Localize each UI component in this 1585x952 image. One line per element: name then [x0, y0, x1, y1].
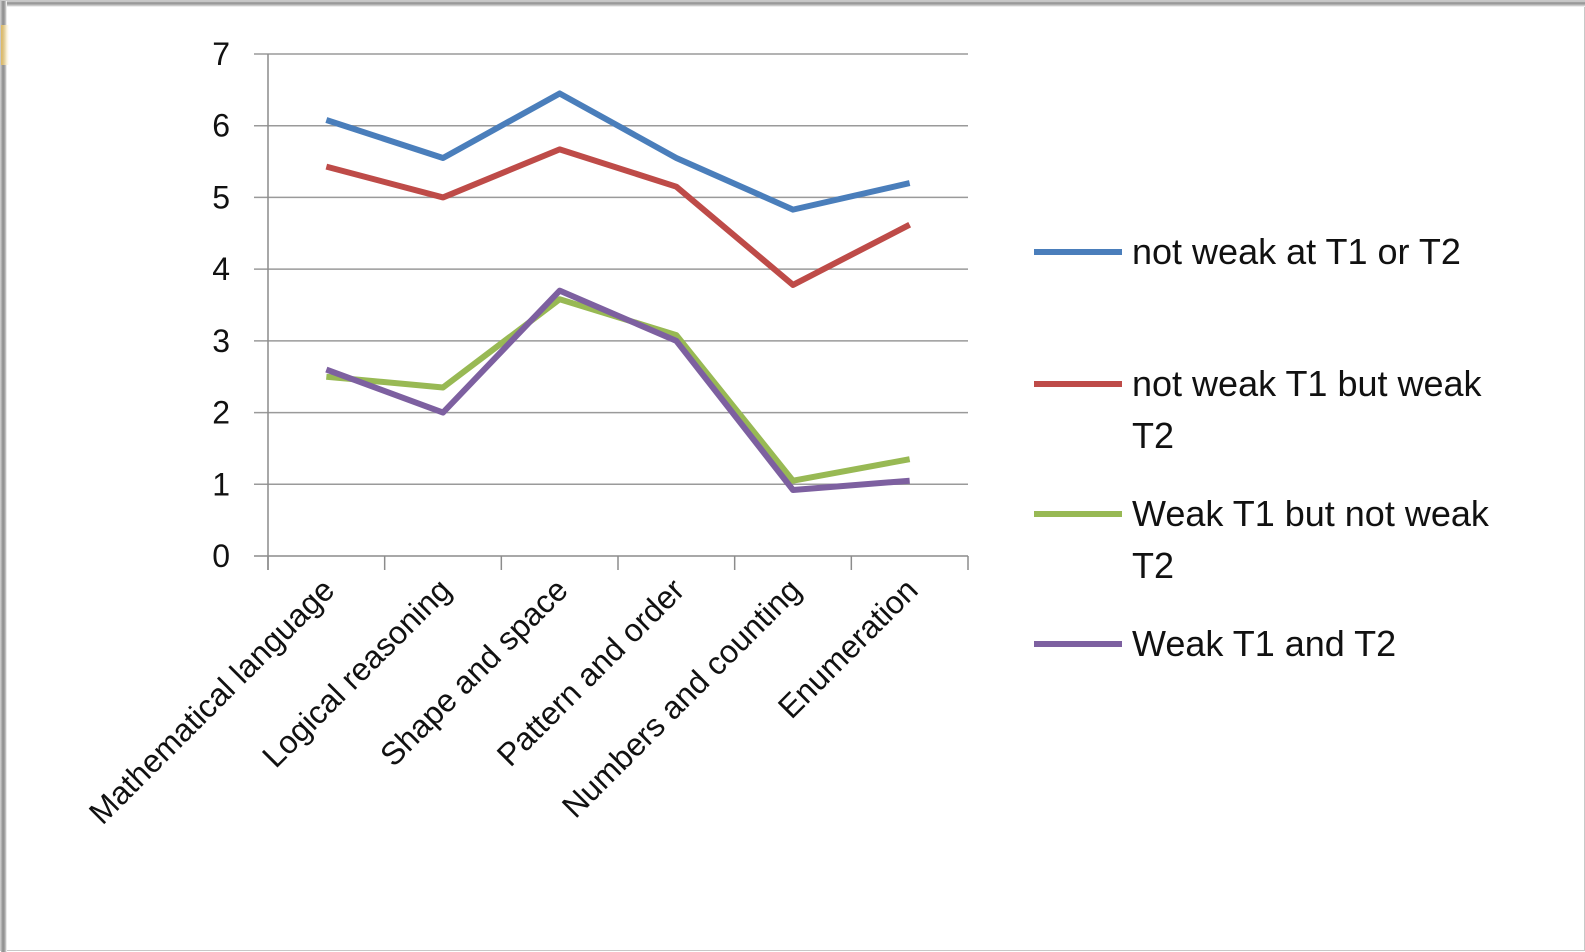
y-tick-label: 3 [212, 323, 230, 359]
legend-label: Weak T1 but not weak [1132, 493, 1490, 534]
legend-item-4: Weak T1 and T2 [1034, 623, 1396, 664]
legend-label: not weak at T1 or T2 [1132, 231, 1461, 272]
y-tick-label: 1 [212, 466, 230, 502]
y-tick-label: 0 [212, 538, 230, 574]
y-tick-label: 5 [212, 179, 230, 215]
y-tick-label: 2 [212, 395, 230, 431]
legend-item-3: Weak T1 but not weak T2 [1034, 493, 1490, 586]
legend-item-2: not weak T1 but weak T2 [1034, 363, 1483, 456]
y-tick-label: 6 [212, 108, 230, 144]
x-tick-label: Numbers and counting [555, 571, 808, 824]
legend-label: T2 [1132, 545, 1174, 586]
series-line-3 [326, 299, 909, 480]
legend-label: not weak T1 but weak [1132, 363, 1483, 404]
series-line-2 [326, 149, 909, 285]
series-line-4 [326, 291, 909, 490]
legend-label: Weak T1 and T2 [1132, 623, 1396, 664]
y-tick-label: 4 [212, 251, 230, 287]
series-lines [326, 93, 909, 490]
legend-item-1: not weak at T1 or T2 [1034, 231, 1461, 272]
legend: not weak at T1 or T2 not weak T1 but weak… [1034, 231, 1490, 664]
legend-label: T2 [1132, 415, 1174, 456]
y-tick-label: 7 [212, 36, 230, 72]
